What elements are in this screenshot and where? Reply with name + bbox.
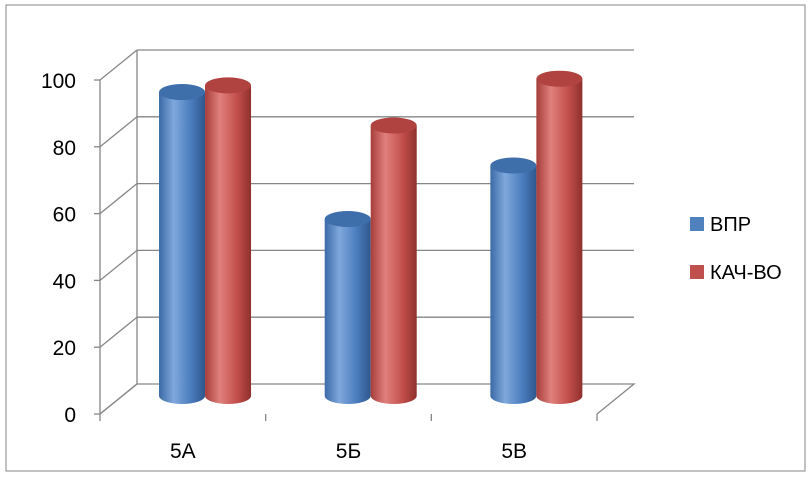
bar: [159, 84, 206, 404]
legend-label: КАЧ-ВО: [710, 262, 782, 284]
bar-top: [205, 77, 252, 94]
x-tick-label: 5Б: [336, 440, 361, 463]
bar-body: [370, 125, 417, 405]
bar-body: [536, 78, 583, 404]
y-tick-label: 100: [41, 70, 76, 93]
bar-top: [370, 117, 417, 134]
bar: [324, 210, 371, 404]
legend: ВПР КАЧ-ВО: [690, 214, 782, 284]
bar-body: [324, 218, 371, 404]
bar-body: [159, 92, 206, 404]
bars: [159, 70, 583, 405]
legend-label: ВПР: [710, 214, 751, 236]
legend-item: ВПР: [690, 214, 751, 236]
gridline-diagonal: [99, 249, 138, 281]
tick-labels: 0 20 40 60 80 100 5А 5Б 5В: [41, 70, 527, 463]
bar-top: [490, 157, 537, 174]
bar: [536, 70, 583, 404]
y-tick-label: 40: [53, 270, 76, 293]
x-tick-label: 5В: [501, 440, 527, 463]
y-tick-label: 0: [64, 404, 76, 427]
bar-top: [324, 210, 371, 227]
y-tick-label: 80: [53, 137, 76, 160]
gridline-diagonal: [99, 183, 138, 215]
bar: [205, 77, 252, 404]
legend-item: КАЧ-ВО: [690, 262, 782, 284]
gridline-diagonal: [99, 316, 138, 348]
gridline-diagonal: [99, 116, 138, 148]
bar: [370, 117, 417, 405]
legend-swatch: [690, 217, 704, 231]
bar-body: [205, 85, 252, 404]
bar-top: [159, 84, 206, 101]
bar-top: [536, 70, 583, 87]
y-tick-label: 60: [53, 204, 76, 227]
legend-swatch: [690, 265, 704, 279]
x-tick-label: 5А: [170, 440, 196, 463]
bar-body: [490, 165, 537, 404]
bar: [490, 157, 537, 404]
y-tick-label: 20: [53, 337, 76, 360]
gridline-diagonal: [99, 49, 138, 81]
